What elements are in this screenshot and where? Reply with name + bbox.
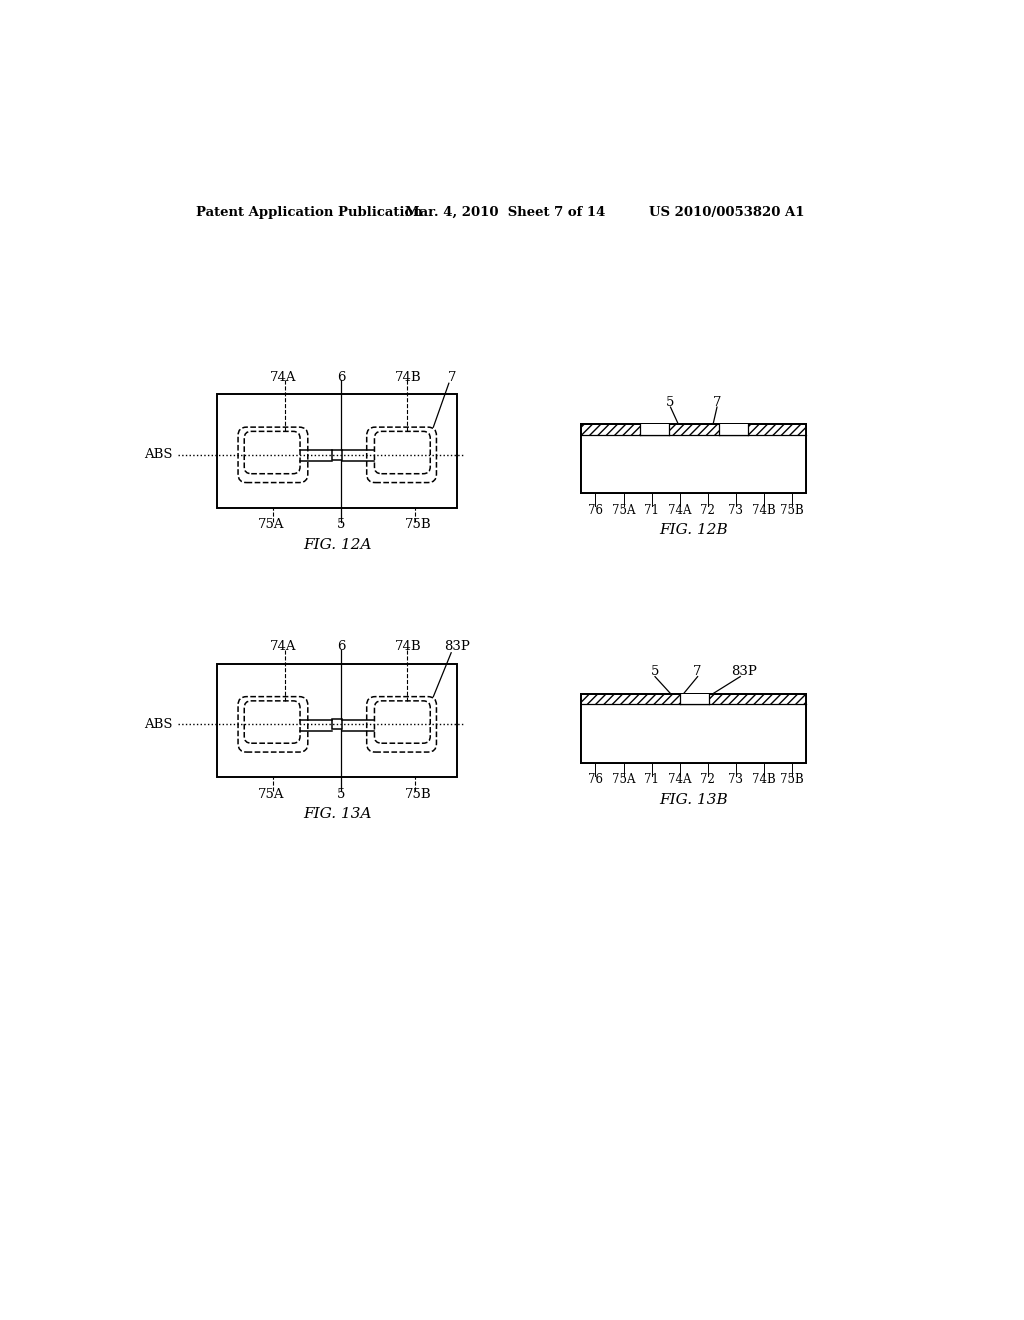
Text: 75B: 75B <box>780 504 804 517</box>
Text: 75B: 75B <box>406 519 432 532</box>
Text: 73: 73 <box>728 774 743 787</box>
Text: 75A: 75A <box>258 788 285 801</box>
Text: Mar. 4, 2010  Sheet 7 of 14: Mar. 4, 2010 Sheet 7 of 14 <box>406 206 606 219</box>
Bar <box>582 705 806 763</box>
Text: 74A: 74A <box>269 371 296 384</box>
Text: 7: 7 <box>713 396 721 409</box>
Text: FIG. 12A: FIG. 12A <box>303 539 372 552</box>
Bar <box>332 719 342 730</box>
Text: 6: 6 <box>337 640 345 653</box>
Text: 75B: 75B <box>406 788 432 801</box>
Text: 83P: 83P <box>731 665 757 678</box>
Text: 76: 76 <box>588 774 603 787</box>
Text: 7: 7 <box>447 371 457 384</box>
Bar <box>582 424 806 494</box>
Text: 74B: 74B <box>752 774 776 787</box>
Text: ABS: ABS <box>143 449 172 462</box>
Bar <box>640 424 669 434</box>
Text: 75B: 75B <box>780 774 804 787</box>
Text: 74A: 74A <box>668 774 691 787</box>
Text: 5: 5 <box>667 396 675 409</box>
Bar <box>582 424 806 494</box>
Bar <box>582 693 806 763</box>
Text: FIG. 13A: FIG. 13A <box>303 808 372 821</box>
Text: 74B: 74B <box>752 504 776 517</box>
Text: ABS: ABS <box>143 718 172 731</box>
Text: 76: 76 <box>588 504 603 517</box>
Text: 7: 7 <box>693 665 701 678</box>
Bar <box>217 664 458 777</box>
Text: US 2010/0053820 A1: US 2010/0053820 A1 <box>649 206 804 219</box>
Text: Patent Application Publication: Patent Application Publication <box>197 206 423 219</box>
Bar <box>582 693 806 763</box>
Text: 5: 5 <box>337 788 345 801</box>
Text: 72: 72 <box>700 774 715 787</box>
Text: 71: 71 <box>644 774 659 787</box>
Text: FIG. 13B: FIG. 13B <box>659 793 728 807</box>
Text: 75A: 75A <box>611 504 635 517</box>
Text: 5: 5 <box>337 519 345 532</box>
Bar <box>582 434 806 494</box>
Text: 5: 5 <box>651 665 659 678</box>
Bar <box>582 693 806 705</box>
Bar <box>719 424 748 434</box>
Bar <box>582 424 806 434</box>
Text: 6: 6 <box>337 371 345 384</box>
Text: 75A: 75A <box>611 774 635 787</box>
Text: 71: 71 <box>644 504 659 517</box>
Text: 72: 72 <box>700 504 715 517</box>
Text: 74B: 74B <box>395 640 422 653</box>
Text: FIG. 12B: FIG. 12B <box>659 523 728 537</box>
Text: 75A: 75A <box>258 519 285 532</box>
Text: 83P: 83P <box>444 640 470 653</box>
Text: 74B: 74B <box>395 371 422 384</box>
Bar <box>680 693 710 705</box>
Text: 74A: 74A <box>269 640 296 653</box>
Text: 74A: 74A <box>668 504 691 517</box>
Bar <box>332 450 342 459</box>
Bar <box>217 393 458 508</box>
Text: 73: 73 <box>728 504 743 517</box>
